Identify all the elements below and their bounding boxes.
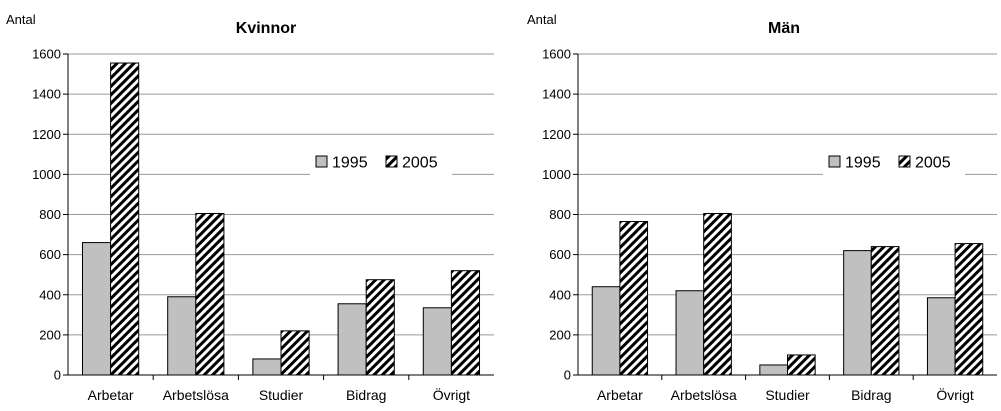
legend-swatch-2005 [898,155,911,168]
bar-2005 [195,212,225,376]
y-tick-label: 800 [39,207,61,222]
bar-1995 [759,364,789,376]
y-tick-label: 1400 [542,87,571,102]
legend-swatch-1995 [828,155,841,168]
x-category-label: Bidrag [346,387,386,403]
x-category-label: Arbetar [88,387,134,403]
x-category-label: Arbetslösa [671,387,737,403]
chart-panel: 0 200 400 600 800 1000 1200 1400 1600 Arbetar Arbe… [527,12,997,403]
bar-2005 [954,243,984,376]
y-tick-label: 1200 [542,127,571,142]
x-category-label: Övrigt [433,386,470,403]
bar-1995 [167,296,197,376]
legend-swatch-1995 [315,155,328,168]
legend-box [310,149,452,175]
y-tick-label: 200 [39,327,61,342]
bar-1995 [81,242,112,376]
bar-2005 [365,279,395,376]
legend-label: 1995 [332,155,368,172]
bar-1995 [591,286,621,376]
y-tick-label: 1000 [32,167,61,182]
bar-1995 [843,250,872,376]
y-tick-label: 400 [549,287,571,302]
y-tick-label: 0 [54,368,61,383]
bar-2005 [280,330,310,376]
y-tick-label: 600 [39,247,61,262]
legend-label: 2005 [402,155,438,172]
legend-box [823,149,965,175]
bar-1995 [252,358,282,376]
y-axis-label: Antal [6,12,36,27]
y-tick-label: 400 [39,287,61,302]
y-tick-label: 1200 [32,127,61,142]
bar-2005 [619,221,649,376]
legend-label: 2005 [915,155,951,172]
x-category-label: Studier [765,387,810,403]
bar-1995 [422,307,452,376]
x-category-label: Arbetar [597,387,643,403]
bar-1995 [926,297,956,376]
y-tick-label: 800 [549,207,571,222]
bar-2005 [787,354,816,376]
x-category-label: Studier [259,387,304,403]
bar-2005 [450,270,481,376]
x-category-label: Bidrag [851,387,891,403]
bar-1995 [337,303,367,376]
y-tick-label: 0 [564,368,571,383]
legend-label: 1995 [845,155,881,172]
y-tick-label: 1400 [32,87,61,102]
y-tick-label: 200 [549,327,571,342]
bar-2005 [703,212,732,376]
y-axis-label: Antal [527,12,557,27]
chart-title: Kvinnor [236,20,296,37]
bar-2005 [110,62,140,376]
y-tick-label: 600 [549,247,571,262]
bar-2005 [870,246,900,376]
bar-1995 [675,290,705,376]
y-tick-label: 1600 [32,47,61,62]
legend-swatch-2005 [385,155,398,168]
chart-title: Män [768,20,800,37]
y-tick-label: 1000 [542,167,571,182]
chart-panel: 0 200 400 600 800 1000 1200 1400 1600 Arbetar Arbe… [6,12,494,403]
x-category-label: Övrigt [936,386,973,403]
x-category-label: Arbetslösa [163,387,229,403]
y-tick-label: 1600 [542,47,571,62]
